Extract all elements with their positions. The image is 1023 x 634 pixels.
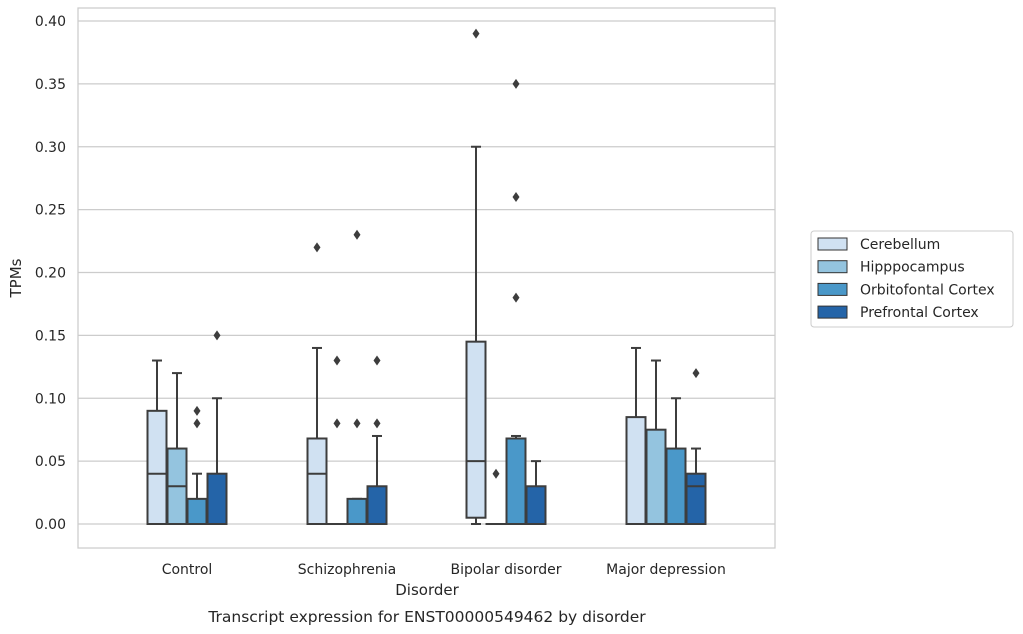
x-tick-label: Schizophrenia bbox=[298, 562, 396, 578]
series-prefrontal-cortex bbox=[206, 330, 707, 526]
x-tick-label: Major depression bbox=[606, 562, 726, 578]
y-tick-label: 0.30 bbox=[35, 140, 66, 156]
box-body bbox=[346, 497, 368, 526]
outlier-point bbox=[373, 355, 381, 366]
box-item bbox=[485, 468, 507, 526]
legend-item: Prefrontal Cortex bbox=[817, 305, 979, 321]
box-item bbox=[366, 355, 388, 525]
outlier-point bbox=[353, 418, 361, 429]
box-item bbox=[346, 229, 368, 526]
outlier-point bbox=[333, 418, 341, 429]
box-item bbox=[326, 355, 348, 526]
box-body bbox=[306, 437, 328, 525]
box-body bbox=[685, 472, 707, 526]
y-tick-label: 0.40 bbox=[35, 14, 66, 30]
outlier-point bbox=[692, 368, 700, 379]
box-body bbox=[665, 447, 687, 525]
legend-swatch bbox=[817, 282, 848, 296]
y-tick-label: 0.05 bbox=[35, 454, 66, 470]
box-item bbox=[645, 359, 667, 525]
legend-swatch bbox=[817, 237, 848, 251]
y-tick-labels: 0.00 0.05 0.10 0.15 0.20 0.25 0.30 0.35 0.40 bbox=[35, 14, 66, 533]
outlier-point bbox=[333, 355, 341, 366]
plot-frame bbox=[77, 7, 776, 549]
box-item bbox=[206, 330, 228, 526]
box-body bbox=[146, 409, 168, 526]
box-item bbox=[525, 460, 547, 525]
legend-item: Hipppocampus bbox=[817, 260, 965, 276]
legend-items: Cerebellum Hipppocampus Orbitofontal Corte… bbox=[817, 237, 995, 321]
legend-swatch bbox=[817, 260, 848, 274]
outlier-point bbox=[512, 292, 520, 303]
box-item bbox=[685, 368, 707, 526]
y-tick-label: 0.10 bbox=[35, 391, 66, 407]
x-axis-label: Disorder bbox=[395, 581, 459, 599]
box-series bbox=[146, 28, 707, 526]
legend-swatch bbox=[817, 305, 848, 319]
outlier-point bbox=[512, 78, 520, 89]
outlier-point bbox=[472, 28, 480, 39]
legend-frame bbox=[810, 230, 1014, 328]
legend: Cerebellum Hipppocampus Orbitofontal Corte… bbox=[810, 230, 1014, 328]
series-hipppocampus bbox=[166, 355, 667, 526]
box-body bbox=[186, 497, 208, 526]
legend-label: Prefrontal Cortex bbox=[860, 305, 979, 321]
outlier-point bbox=[492, 468, 500, 479]
box-item bbox=[505, 78, 527, 525]
legend-item: Cerebellum bbox=[817, 237, 940, 253]
y-tick-label: 0.00 bbox=[35, 517, 66, 533]
y-tick-label: 0.20 bbox=[35, 266, 66, 282]
y-tick-label: 0.35 bbox=[35, 77, 66, 93]
y-axis-label: TPMs bbox=[7, 258, 25, 298]
outlier-point bbox=[512, 192, 520, 203]
box-body bbox=[206, 472, 228, 526]
outlier-point bbox=[213, 330, 221, 341]
x-tick-label: Bipolar disorder bbox=[450, 562, 561, 578]
legend-label: Orbitofontal Cortex bbox=[860, 282, 995, 298]
legend-label: Hipppocampus bbox=[860, 260, 965, 276]
outlier-point bbox=[373, 418, 381, 429]
series-cerebellum bbox=[146, 28, 647, 526]
box-body bbox=[465, 340, 487, 519]
series-orbitofontal-cortex bbox=[186, 78, 687, 526]
chart-caption: Transcript expression for ENST0000054946… bbox=[207, 608, 646, 626]
box-item bbox=[166, 372, 188, 525]
legend-item: Orbitofontal Cortex bbox=[817, 282, 995, 298]
outlier-point bbox=[353, 229, 361, 240]
box-body bbox=[525, 485, 547, 525]
x-tick-labels: Control Schizophrenia Bipolar disorder Majo… bbox=[162, 562, 726, 578]
outlier-point bbox=[313, 242, 321, 253]
box-body bbox=[505, 437, 527, 525]
box-body bbox=[645, 428, 667, 525]
box-item bbox=[306, 242, 328, 525]
box-body bbox=[625, 416, 647, 525]
outlier-point bbox=[193, 418, 201, 429]
y-tick-label: 0.25 bbox=[35, 203, 66, 219]
box-item bbox=[146, 359, 168, 526]
y-tick-label: 0.15 bbox=[35, 328, 66, 344]
legend-label: Cerebellum bbox=[860, 237, 940, 253]
box-item bbox=[465, 28, 487, 525]
box-body bbox=[366, 485, 388, 525]
outlier-point bbox=[193, 405, 201, 416]
x-tick-label: Control bbox=[162, 562, 213, 578]
box-item bbox=[625, 346, 647, 525]
